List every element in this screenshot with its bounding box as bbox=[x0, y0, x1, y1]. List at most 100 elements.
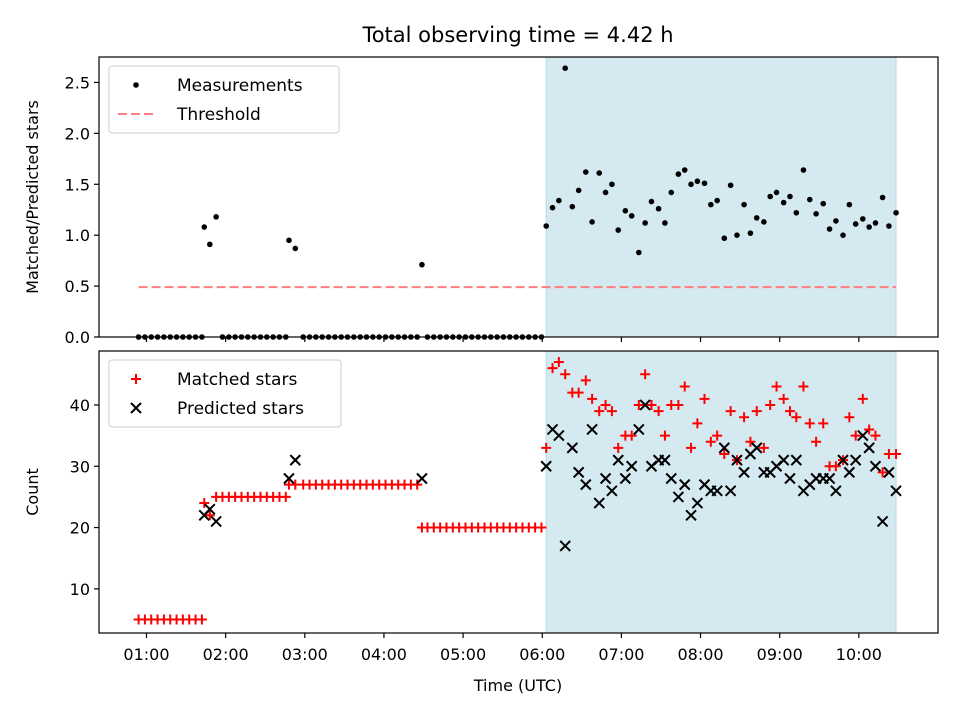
data-point bbox=[633, 423, 645, 436]
data-point bbox=[879, 194, 886, 201]
x-tick-label: 05:00 bbox=[440, 645, 486, 664]
ratio-panel: 0.0 0.5 1.0 1.5 2.0 2.5 Matched/Predicted star… bbox=[23, 56, 939, 347]
y-tick-label: 20 bbox=[70, 519, 90, 538]
data-point bbox=[679, 381, 690, 392]
x-tick-label: 07:00 bbox=[598, 645, 644, 664]
data-point bbox=[711, 485, 723, 497]
data-point bbox=[860, 216, 866, 222]
data-point bbox=[800, 167, 807, 173]
data-point bbox=[636, 249, 642, 256]
data-point bbox=[753, 215, 760, 221]
data-point bbox=[553, 429, 565, 442]
data-point bbox=[419, 261, 425, 268]
y-tick-label: 40 bbox=[70, 396, 90, 415]
data-point bbox=[806, 196, 813, 203]
data-point bbox=[705, 436, 716, 447]
data-point bbox=[606, 406, 617, 417]
data-point bbox=[280, 491, 291, 502]
legend-label: Matched stars bbox=[177, 370, 297, 390]
data-point bbox=[201, 224, 208, 230]
data-point bbox=[893, 209, 899, 216]
data-point bbox=[864, 424, 875, 435]
data-point bbox=[586, 423, 598, 436]
data-point bbox=[863, 442, 875, 454]
count-panel: 10 20 30 40 01:00 02:00 03:00 04:00 05:00 06:00 07… bbox=[23, 350, 939, 664]
x-tick-label: 03:00 bbox=[282, 645, 328, 664]
data-point bbox=[857, 429, 869, 442]
y-axis-label: Matched/Predicted stars bbox=[23, 100, 42, 294]
y-tick-label: 0.0 bbox=[65, 328, 90, 347]
data-point bbox=[844, 412, 855, 423]
x-tick-label: 02:00 bbox=[203, 645, 249, 664]
x-tick-label: 10:00 bbox=[836, 645, 882, 664]
axes-frame bbox=[98, 56, 939, 338]
y-tick-label: 1.0 bbox=[65, 226, 90, 245]
data-point bbox=[890, 485, 902, 497]
data-point bbox=[204, 503, 216, 515]
data-point bbox=[648, 198, 655, 205]
data-point bbox=[850, 430, 861, 441]
data-point bbox=[870, 430, 881, 441]
data-point bbox=[289, 454, 302, 466]
data-point bbox=[628, 213, 635, 219]
data-point bbox=[708, 201, 714, 208]
data-point bbox=[602, 189, 609, 196]
data-point bbox=[869, 460, 882, 472]
data-point bbox=[625, 460, 638, 472]
data-point bbox=[569, 203, 576, 210]
data-point bbox=[721, 235, 728, 242]
data-point bbox=[724, 485, 737, 497]
data-point bbox=[580, 375, 591, 386]
data-point bbox=[662, 220, 668, 226]
data-point bbox=[804, 418, 815, 429]
data-point bbox=[741, 201, 747, 208]
data-point bbox=[731, 454, 743, 466]
data-point bbox=[559, 540, 571, 552]
y-tick-label: 10 bbox=[70, 580, 90, 599]
data-point bbox=[609, 181, 615, 188]
data-point bbox=[734, 232, 740, 238]
y-tick-label: 1.5 bbox=[65, 175, 90, 194]
data-point bbox=[872, 220, 879, 226]
y-tick-label: 30 bbox=[70, 457, 90, 476]
data-point bbox=[699, 393, 710, 404]
data-point bbox=[751, 442, 763, 454]
legend-marker bbox=[131, 374, 141, 384]
data-point bbox=[613, 442, 624, 453]
data-point bbox=[622, 207, 629, 214]
data-point bbox=[725, 406, 736, 417]
data-point bbox=[547, 363, 558, 374]
data-point bbox=[790, 454, 803, 466]
data-point bbox=[883, 466, 895, 479]
data-point bbox=[213, 214, 219, 220]
data-point bbox=[846, 201, 853, 208]
data-point bbox=[673, 399, 684, 410]
data-point bbox=[573, 387, 584, 398]
data-point bbox=[292, 245, 299, 252]
data-point bbox=[199, 498, 210, 509]
data-point bbox=[738, 466, 750, 479]
data-point bbox=[685, 509, 697, 522]
data-point bbox=[286, 237, 292, 244]
data-point bbox=[826, 226, 833, 232]
data-point bbox=[594, 406, 605, 417]
shaded-region bbox=[545, 350, 897, 634]
data-point bbox=[659, 454, 671, 466]
data-point bbox=[580, 478, 592, 491]
data-point bbox=[793, 209, 800, 216]
data-point bbox=[562, 65, 568, 71]
series-measurements bbox=[135, 65, 899, 340]
axes-frame bbox=[98, 350, 939, 634]
data-point bbox=[640, 369, 651, 380]
data-point bbox=[593, 497, 605, 509]
data-point bbox=[767, 193, 773, 200]
data-point bbox=[619, 472, 632, 485]
y-tick-label: 0.5 bbox=[65, 277, 90, 296]
data-point bbox=[615, 227, 622, 233]
legend-marker bbox=[133, 82, 139, 88]
data-point bbox=[823, 472, 836, 485]
data-point bbox=[843, 466, 856, 479]
data-point bbox=[204, 510, 215, 521]
data-point bbox=[688, 181, 694, 188]
